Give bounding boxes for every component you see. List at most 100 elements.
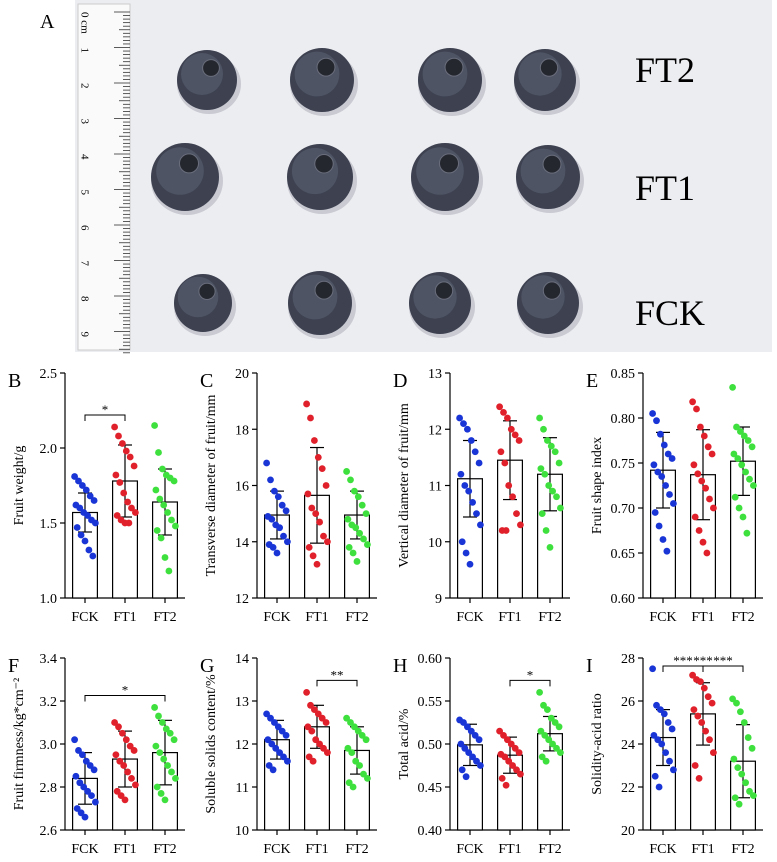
panel-label: E: [586, 370, 598, 392]
data-point: [274, 493, 282, 501]
data-point: [172, 775, 179, 782]
data-point: [738, 770, 746, 778]
y-tick-label: 0.75: [611, 457, 636, 472]
data-point: [704, 443, 712, 451]
data-point: [500, 732, 507, 739]
x-tick-label: FCK: [456, 610, 483, 625]
data-point: [117, 792, 125, 799]
data-point: [314, 710, 322, 718]
ruler-label: 5: [78, 190, 90, 196]
data-point: [268, 515, 276, 523]
panel-label: A: [40, 11, 55, 33]
x-tick-label: FT1: [498, 842, 521, 857]
ruler-label: 4: [78, 154, 90, 160]
data-point: [553, 493, 560, 501]
y-tick-label: 10: [428, 536, 442, 551]
y-axis-label: Fruit shape index: [590, 437, 605, 534]
x-tick-label: FT1: [305, 842, 328, 857]
blueberry-highlight: [292, 274, 338, 320]
data-point: [79, 482, 86, 489]
data-point: [475, 459, 483, 467]
data-point: [358, 732, 366, 739]
data-point: [730, 450, 738, 458]
y-tick-label: 0.55: [418, 695, 443, 710]
data-point: [653, 701, 660, 709]
data-point: [697, 678, 704, 686]
data-point: [90, 497, 98, 504]
data-point: [657, 430, 664, 438]
data-point: [351, 723, 358, 731]
y-tick-label: 14: [235, 536, 249, 551]
data-point: [538, 510, 546, 518]
data-point: [322, 482, 330, 489]
data-point: [153, 783, 161, 791]
blueberry-highlight: [520, 148, 566, 194]
data-point: [81, 813, 89, 821]
data-point: [352, 524, 360, 532]
data-point: [662, 482, 669, 489]
data-point: [496, 403, 503, 411]
data-point: [695, 775, 703, 782]
x-tick-label: FT1: [691, 610, 714, 625]
data-point: [354, 493, 362, 501]
data-point: [313, 560, 321, 568]
significance-bracket: [662, 665, 744, 672]
data-point: [322, 719, 330, 726]
data-point: [475, 736, 483, 744]
data-point: [457, 470, 465, 478]
data-point: [267, 714, 274, 722]
data-point: [347, 719, 354, 726]
blueberries: [151, 48, 584, 339]
data-point: [730, 755, 738, 763]
data-point: [316, 740, 323, 748]
blueberry-highlight: [416, 147, 464, 195]
data-point: [353, 558, 361, 565]
data-point: [650, 461, 658, 469]
y-tick-label: 20: [235, 367, 249, 382]
x-tick-label: FT1: [113, 842, 136, 857]
data-point: [115, 432, 122, 440]
data-point: [86, 762, 94, 769]
data-point: [515, 437, 523, 444]
data-point: [284, 538, 291, 546]
data-point: [689, 398, 696, 406]
data-point: [75, 747, 82, 754]
data-point: [664, 450, 672, 458]
data-point: [320, 744, 327, 752]
y-tick-label: 2.0: [40, 442, 58, 457]
data-point: [305, 543, 313, 551]
data-point: [497, 448, 505, 456]
data-point: [654, 468, 662, 476]
significance-bracket: [84, 694, 166, 702]
data-point: [280, 532, 287, 540]
data-point: [122, 447, 130, 455]
panel-label: F: [8, 655, 19, 677]
data-point: [496, 727, 503, 735]
blueberry-highlight: [294, 51, 340, 97]
data-point: [264, 736, 272, 744]
data-point: [547, 714, 555, 722]
y-tick-label: 13: [428, 367, 442, 382]
data-point: [465, 487, 473, 495]
data-point: [128, 504, 135, 512]
x-tick-label: FCK: [71, 842, 98, 857]
data-point: [465, 749, 473, 756]
data-point: [504, 414, 511, 422]
data-point: [700, 432, 708, 440]
y-tick-label: 0.50: [418, 738, 443, 753]
data-point: [343, 714, 350, 722]
data-point: [501, 459, 509, 467]
data-point: [113, 787, 121, 795]
y-tick-label: 20: [621, 824, 635, 839]
data-point: [691, 762, 699, 769]
data-point: [536, 689, 543, 696]
x-tick-label: FT2: [731, 842, 754, 857]
y-tick-label: 12: [235, 592, 249, 607]
data-point: [347, 476, 354, 484]
data-point: [309, 552, 317, 560]
data-point: [308, 727, 316, 735]
y-axis-label: Soluble solids content/%: [204, 674, 219, 814]
data-point: [344, 744, 352, 752]
data-point: [156, 495, 164, 503]
